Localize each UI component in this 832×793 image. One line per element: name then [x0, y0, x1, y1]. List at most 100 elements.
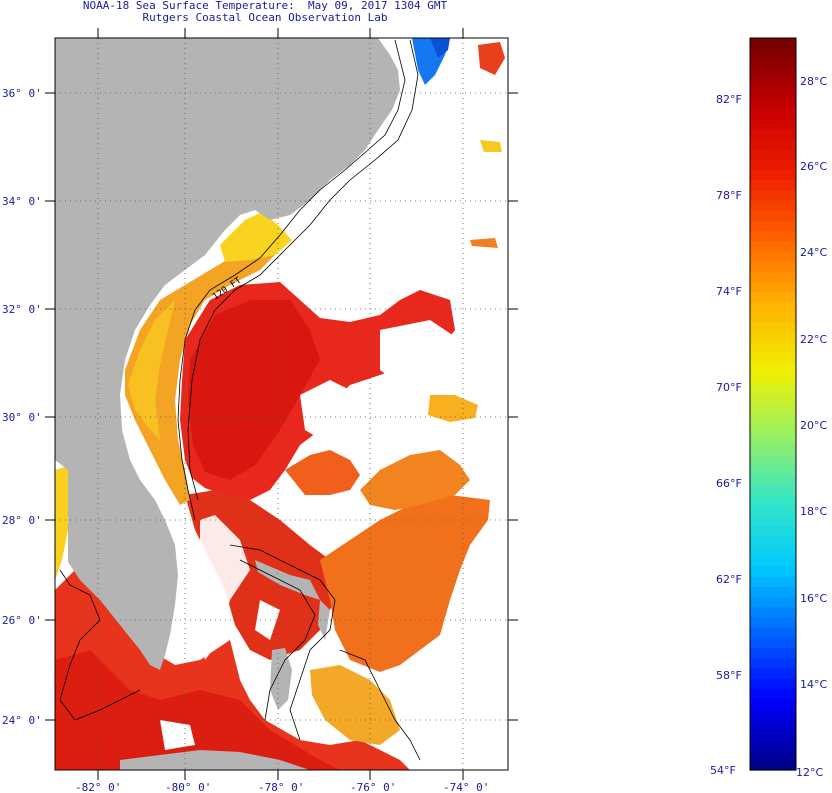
- celsius-label: 16°C: [800, 592, 827, 605]
- colorbar-swatch: [750, 241, 796, 253]
- colorbar-swatch: [750, 78, 796, 90]
- temperature-colorbar: 82°F 78°F 74°F 70°F 66°F 62°F 58°F 54°F …: [710, 37, 827, 779]
- colorbar-swatch: [750, 282, 796, 293]
- land-cuba: [120, 750, 310, 770]
- sst-bahamas-east: [320, 495, 490, 672]
- fahrenheit-label: 70°F: [716, 381, 742, 394]
- colorbar-swatch: [750, 505, 796, 517]
- colorbar-swatch: [750, 739, 796, 751]
- lat-label: 34° 0': [2, 195, 42, 208]
- sst-ne-orange-speck: [470, 238, 498, 248]
- colorbar-swatch: [750, 373, 796, 385]
- celsius-label: 28°C: [800, 75, 827, 88]
- colorbar-swatch: [750, 404, 796, 415]
- colorbar-swatch: [750, 546, 796, 558]
- fahrenheit-label: 82°F: [716, 93, 742, 106]
- sst-mid-offshore: [285, 450, 360, 495]
- colorbar-swatch: [750, 88, 796, 100]
- celsius-label: 14°C: [800, 678, 827, 691]
- land-andros-island: [270, 648, 292, 710]
- sst-gulf-west-orange: [55, 466, 70, 580]
- colorbar-swatch: [750, 109, 796, 120]
- celsius-label: 20°C: [800, 419, 827, 432]
- colorbar-swatches: [750, 38, 796, 771]
- colorbar-frame: [749, 37, 797, 771]
- land-grand-bahama: [255, 560, 320, 600]
- colorbar-swatch: [750, 495, 796, 507]
- colorbar-swatch: [750, 68, 796, 80]
- colorbar-swatch: [750, 719, 796, 730]
- latitude-labels: 36° 0' 34° 0' 32° 0' 30° 0' 28° 0' 26° 0…: [2, 87, 42, 727]
- colorbar-swatch: [750, 210, 796, 222]
- sst-northeast-speck: [480, 140, 502, 152]
- celsius-label: 12°C: [796, 766, 823, 779]
- colorbar-swatch: [750, 566, 796, 578]
- colorbar-swatch: [750, 393, 796, 405]
- colorbar-swatch: [750, 271, 796, 283]
- colorbar-swatch: [750, 38, 796, 49]
- colorbar-swatch: [750, 648, 796, 659]
- sst-shelf-yellow-2: [128, 300, 175, 440]
- lon-label: -80° 0': [165, 781, 211, 793]
- sst-gulf-hot: [55, 650, 340, 770]
- cloud-mask: [160, 320, 470, 750]
- lat-label: 28° 0': [2, 514, 42, 527]
- colorbar-swatch: [750, 485, 796, 497]
- fahrenheit-labels: 82°F 78°F 74°F 70°F 66°F 62°F 58°F 54°F: [710, 93, 742, 777]
- colorbar-swatch: [750, 221, 796, 232]
- colorbar-swatch: [750, 200, 796, 212]
- colorbar-swatch: [750, 414, 796, 425]
- colorbar-swatch: [750, 190, 796, 202]
- colorbar-swatch: [750, 363, 796, 375]
- map-subtitle: Rutgers Coastal Ocean Observation Lab: [142, 11, 388, 24]
- celsius-labels: 28°C 26°C 24°C 22°C 20°C 18°C 16°C 14°C …: [796, 75, 827, 779]
- map-title: NOAA-18 Sea Surface Temperature: May 09,…: [82, 0, 448, 12]
- colorbar-swatch: [750, 99, 796, 110]
- graticule: [55, 38, 508, 770]
- lat-label: 24° 0': [2, 714, 42, 727]
- celsius-label: 18°C: [800, 505, 827, 518]
- colorbar-swatch: [750, 729, 796, 741]
- land-eleuthera: [318, 600, 330, 640]
- lat-label: 26° 0': [2, 614, 42, 627]
- colorbar-swatch: [750, 475, 796, 486]
- axis-ticks: [45, 28, 518, 780]
- colorbar-swatch: [750, 587, 796, 598]
- colorbar-swatch: [750, 170, 796, 181]
- colorbar-swatch: [750, 576, 796, 588]
- fahrenheit-label: 66°F: [716, 477, 742, 490]
- sst-shelf-amber: [125, 245, 280, 505]
- fahrenheit-label: 54°F: [710, 764, 736, 777]
- colorbar-swatch: [750, 322, 796, 334]
- colorbar-swatch: [750, 515, 796, 527]
- colorbar-swatch: [750, 383, 796, 395]
- sst-shelf-yellow: [220, 212, 292, 262]
- celsius-label: 22°C: [800, 333, 827, 346]
- colorbar-swatch: [750, 678, 796, 690]
- colorbar-swatch: [750, 597, 796, 608]
- colorbar-swatch: [750, 709, 796, 720]
- lon-label: -76° 0': [350, 781, 396, 793]
- colorbar-swatch: [750, 759, 796, 771]
- bathymetry-contours: [59, 39, 421, 761]
- colorbar-swatch: [750, 617, 796, 629]
- colorbar-swatch: [750, 556, 796, 568]
- sst-lower-bahamas: [310, 665, 400, 745]
- colorbar-swatch: [750, 332, 796, 344]
- colorbar-swatch: [750, 698, 796, 710]
- colorbar-swatch: [750, 353, 796, 364]
- longitude-labels: -82° 0' -80° 0' -78° 0' -76° 0' -74° 0': [75, 781, 489, 793]
- colorbar-swatch: [750, 688, 796, 700]
- fahrenheit-label: 58°F: [716, 669, 742, 682]
- sst-far-east: [428, 395, 478, 422]
- colorbar-swatch: [750, 444, 796, 456]
- colorbar-swatch: [750, 160, 796, 171]
- colorbar-swatch: [750, 424, 796, 436]
- colorbar-swatch: [750, 465, 796, 476]
- celsius-label: 26°C: [800, 160, 827, 173]
- colorbar-swatch: [750, 434, 796, 446]
- fahrenheit-label: 74°F: [716, 285, 742, 298]
- colorbar-swatch: [750, 139, 796, 151]
- colorbar-swatch: [750, 607, 796, 619]
- colorbar-swatch: [750, 149, 796, 161]
